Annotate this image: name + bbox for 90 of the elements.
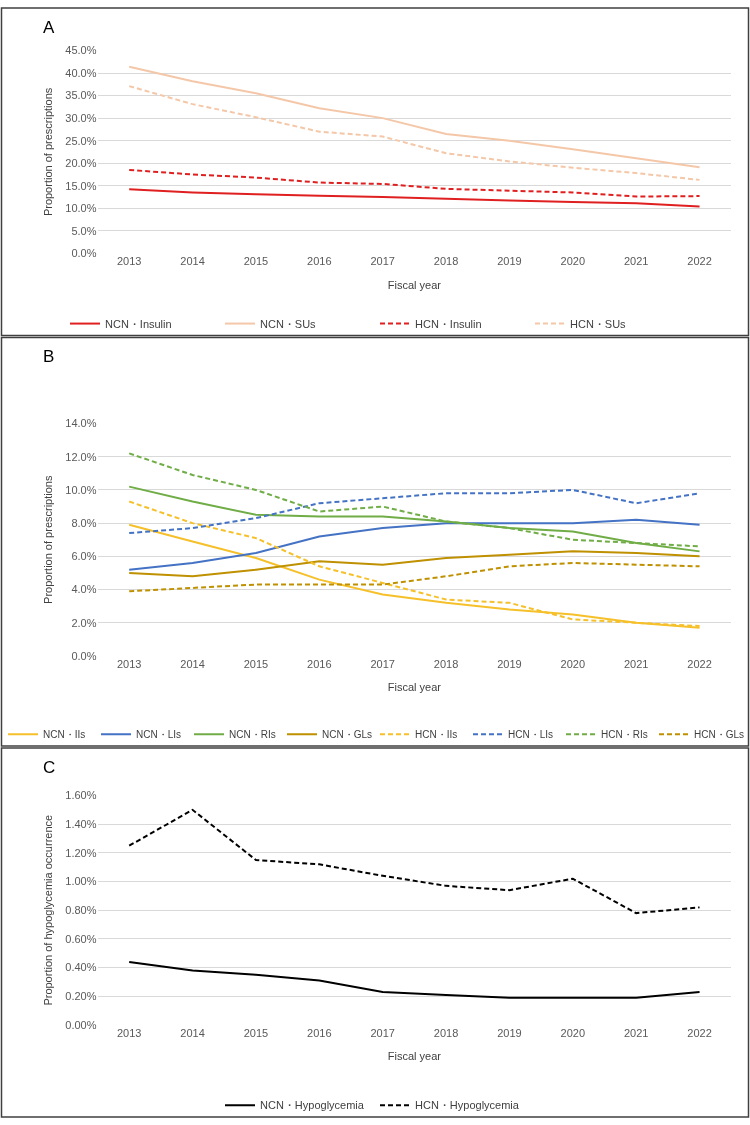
y-tick-label: 0.0% [71, 247, 97, 260]
x-tick-label: 2019 [497, 1027, 522, 1040]
x-tick-label: 2016 [307, 657, 332, 670]
legend-label: HCN・SUs [570, 317, 627, 330]
x-tick-label: 2013 [116, 1027, 142, 1040]
legend-label: HCN・Hypoglycemia [415, 1099, 520, 1112]
line-series [128, 452, 701, 548]
legend-label: HCN・LIs [508, 729, 554, 741]
y-tick-label: 40.0% [65, 66, 97, 79]
legend-label: NCN・SUs [260, 317, 317, 330]
y-tick-label: 1.00% [65, 875, 97, 888]
legend-label: NCN・RIs [229, 729, 276, 741]
line-series [128, 562, 701, 593]
legend-label: HCN・IIs [415, 729, 458, 741]
x-tick-label: 2014 [180, 255, 205, 268]
x-tick-label: 2020 [560, 255, 586, 268]
y-tick-label: 14.0% [65, 417, 97, 430]
y-tick-label: 0.40% [65, 961, 97, 974]
x-axis-title: Fiscal year [387, 681, 442, 694]
line-series [128, 960, 701, 999]
x-tick-label: 2015 [243, 255, 269, 268]
y-tick-label: 10.0% [65, 202, 97, 215]
y-axis-title: Proportion of hypoglycemia occurrence [41, 814, 54, 1006]
x-tick-label: 2022 [687, 1027, 712, 1040]
y-tick-label: 4.0% [71, 583, 97, 596]
y-tick-label: 35.0% [65, 89, 97, 102]
y-tick-label: 12.0% [65, 450, 97, 463]
y-tick-label: 0.20% [65, 990, 97, 1003]
y-tick-label: 10.0% [65, 483, 97, 496]
x-tick-label: 2013 [116, 255, 142, 268]
line-series [128, 168, 701, 198]
legend-label: NCN・IIs [43, 729, 86, 741]
y-tick-label: 20.0% [65, 157, 97, 170]
chart-title: A [43, 18, 55, 37]
x-tick-label: 2021 [623, 1027, 649, 1040]
y-tick-label: 0.00% [65, 1018, 97, 1031]
y-axis-title: Proportion of prescriptions [41, 87, 54, 217]
x-tick-label: 2016 [307, 255, 332, 268]
x-tick-label: 2022 [687, 657, 712, 670]
y-tick-label: 0.80% [65, 904, 97, 917]
y-tick-label: 6.0% [71, 550, 97, 563]
x-tick-label: 2014 [180, 1027, 205, 1040]
y-tick-label: 0.60% [65, 932, 97, 945]
y-tick-label: 1.20% [65, 846, 97, 859]
x-tick-label: 2016 [307, 1027, 332, 1040]
x-tick-label: 2018 [433, 657, 459, 670]
y-tick-label: 2.0% [71, 616, 97, 629]
line-series [128, 65, 701, 169]
x-tick-label: 2014 [180, 657, 205, 670]
x-tick-label: 2018 [433, 1027, 459, 1040]
y-tick-label: 30.0% [65, 111, 97, 124]
y-tick-label: 45.0% [65, 44, 97, 57]
y-tick-label: 15.0% [65, 179, 97, 192]
x-tick-label: 2017 [370, 255, 395, 268]
line-series [128, 85, 701, 181]
y-tick-label: 1.60% [65, 789, 97, 802]
x-tick-label: 2013 [116, 657, 142, 670]
x-tick-label: 2015 [243, 657, 269, 670]
x-tick-label: 2022 [687, 255, 712, 268]
y-tick-label: 1.40% [65, 818, 97, 831]
y-tick-label: 8.0% [71, 516, 97, 529]
x-tick-label: 2018 [433, 255, 459, 268]
x-axis-title: Fiscal year [387, 1050, 442, 1063]
x-tick-label: 2019 [497, 255, 522, 268]
x-tick-label: 2019 [497, 657, 522, 670]
y-tick-label: 25.0% [65, 134, 97, 147]
y-tick-label: 0.0% [71, 649, 97, 662]
x-tick-label: 2020 [560, 657, 586, 670]
y-axis-title: Proportion of prescriptions [41, 475, 54, 604]
x-tick-label: 2021 [623, 255, 649, 268]
chart-title: C [43, 758, 56, 777]
line-series [128, 518, 701, 571]
legend-label: NCN・GLs [322, 729, 373, 741]
x-tick-label: 2017 [370, 657, 395, 670]
x-tick-label: 2021 [623, 657, 649, 670]
legend-label: NCN・LIs [136, 729, 182, 741]
chart-title: B [43, 347, 55, 366]
line-series [128, 808, 701, 915]
x-tick-label: 2015 [243, 1027, 269, 1040]
legend-label: NCN・Insulin [105, 317, 172, 330]
line-series [128, 550, 701, 578]
legend-label: HCN・RIs [601, 729, 648, 741]
line-series [128, 188, 701, 208]
x-axis-title: Fiscal year [387, 278, 442, 291]
x-tick-label: 2020 [560, 1027, 586, 1040]
legend-label: HCN・Insulin [415, 317, 482, 330]
y-tick-label: 5.0% [71, 224, 97, 237]
legend-label: NCN・Hypoglycemia [260, 1099, 365, 1112]
legend-label: HCN・GLs [694, 729, 745, 741]
x-tick-label: 2017 [370, 1027, 395, 1040]
